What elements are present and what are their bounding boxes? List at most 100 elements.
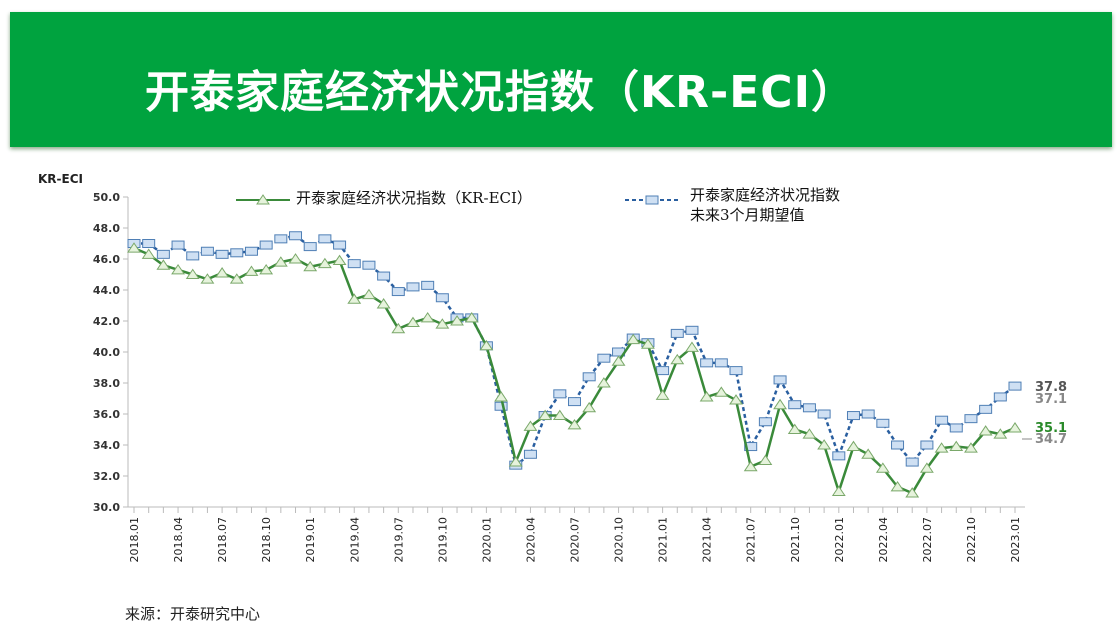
- data-point: [391, 287, 405, 297]
- data-point: [685, 341, 699, 352]
- data-point: [773, 375, 787, 385]
- data-point: [685, 325, 699, 335]
- data-point: [787, 423, 802, 434]
- x-tick-label: 2019.01: [304, 517, 317, 563]
- data-point: [273, 256, 288, 267]
- end-label: 37.8: [1035, 380, 1067, 395]
- data-point: [127, 242, 141, 253]
- data-point: [699, 391, 714, 402]
- data-point: [244, 246, 258, 256]
- data-point: [670, 328, 684, 338]
- legend-marker: [645, 195, 659, 205]
- data-point: [758, 454, 773, 465]
- data-point: [802, 403, 816, 413]
- page-title: 开泰家庭经济状况指数（KR-ECI）: [145, 67, 856, 118]
- data-point: [934, 442, 949, 453]
- end-label: 34.7: [1035, 432, 1067, 447]
- x-tick-label: 2022.01: [833, 517, 846, 563]
- data-point: [406, 316, 420, 328]
- y-tick-label: 34.0: [93, 439, 120, 452]
- data-point: [890, 480, 905, 492]
- data-point: [611, 355, 626, 366]
- x-tick-label: 2019.04: [348, 517, 361, 563]
- data-point: [553, 389, 567, 399]
- data-point: [640, 338, 655, 349]
- x-tick-label: 2023.01: [1009, 517, 1022, 563]
- data-point: [200, 246, 214, 256]
- data-point: [568, 397, 581, 407]
- data-point: [156, 259, 171, 270]
- x-tick-label: 2018.10: [260, 517, 273, 563]
- data-point: [993, 428, 1008, 439]
- end-label: 37.1: [1035, 392, 1067, 407]
- data-point: [773, 398, 788, 410]
- data-point: [185, 268, 200, 279]
- data-point: [656, 366, 670, 376]
- source-note: 来源：开泰研究中心: [125, 605, 261, 623]
- data-point: [875, 462, 890, 473]
- y-tick-label: 48.0: [93, 222, 120, 235]
- data-point: [420, 311, 435, 323]
- data-point: [744, 442, 758, 452]
- data-point: [332, 254, 347, 266]
- data-point: [861, 448, 876, 459]
- data-point: [200, 273, 215, 284]
- data-point: [582, 372, 596, 382]
- data-point: [758, 417, 772, 427]
- data-point: [156, 249, 170, 259]
- x-tick-label: 2018.01: [128, 517, 141, 563]
- data-point: [905, 487, 920, 498]
- y-tick-label: 38.0: [93, 377, 120, 390]
- data-point: [949, 423, 963, 433]
- y-tick-label: 32.0: [93, 470, 120, 483]
- legend-marker: [256, 194, 270, 205]
- data-point: [743, 460, 758, 472]
- data-point: [700, 358, 714, 368]
- data-point: [788, 400, 802, 410]
- data-point: [376, 298, 391, 309]
- data-point: [582, 401, 597, 413]
- y-axis-label: KR-ECI: [38, 172, 83, 186]
- x-tick-label: 2022.07: [921, 517, 934, 563]
- y-tick-label: 50.0: [93, 191, 120, 204]
- data-point: [317, 257, 332, 269]
- data-point: [655, 389, 670, 400]
- data-point: [729, 394, 743, 405]
- legend-label: 未来3个月期望值: [690, 206, 805, 224]
- data-point: [450, 315, 464, 326]
- x-tick-label: 2021.01: [657, 517, 670, 563]
- data-point: [523, 449, 537, 459]
- data-point: [142, 239, 156, 248]
- x-tick-label: 2020.04: [524, 517, 537, 563]
- data-point: [919, 462, 934, 473]
- data-point: [979, 404, 993, 414]
- data-point: [802, 428, 817, 439]
- data-point: [347, 293, 362, 304]
- data-point: [729, 366, 743, 376]
- data-point: [538, 409, 553, 421]
- data-point: [259, 263, 274, 275]
- data-point: [831, 485, 846, 496]
- x-tick-label: 2018.07: [216, 517, 229, 563]
- x-tick-label: 2018.04: [172, 517, 185, 563]
- x-tick-label: 2022.04: [877, 517, 890, 563]
- data-point: [274, 234, 288, 244]
- data-point: [861, 409, 875, 419]
- data-point: [964, 414, 978, 424]
- data-point: [479, 339, 494, 351]
- data-point: [391, 322, 406, 334]
- legend-label: 开泰家庭经济状况指数: [690, 186, 840, 204]
- data-point: [1008, 381, 1022, 391]
- data-point: [523, 420, 538, 431]
- data-point: [846, 411, 860, 421]
- data-point: [435, 293, 449, 303]
- data-point: [905, 457, 919, 467]
- x-tick-label: 2022.10: [965, 517, 978, 563]
- data-point: [552, 409, 567, 421]
- data-point: [229, 273, 244, 284]
- data-point: [949, 440, 964, 452]
- x-tick-label: 2021.07: [745, 517, 758, 563]
- data-point: [846, 440, 861, 452]
- data-point: [494, 391, 509, 402]
